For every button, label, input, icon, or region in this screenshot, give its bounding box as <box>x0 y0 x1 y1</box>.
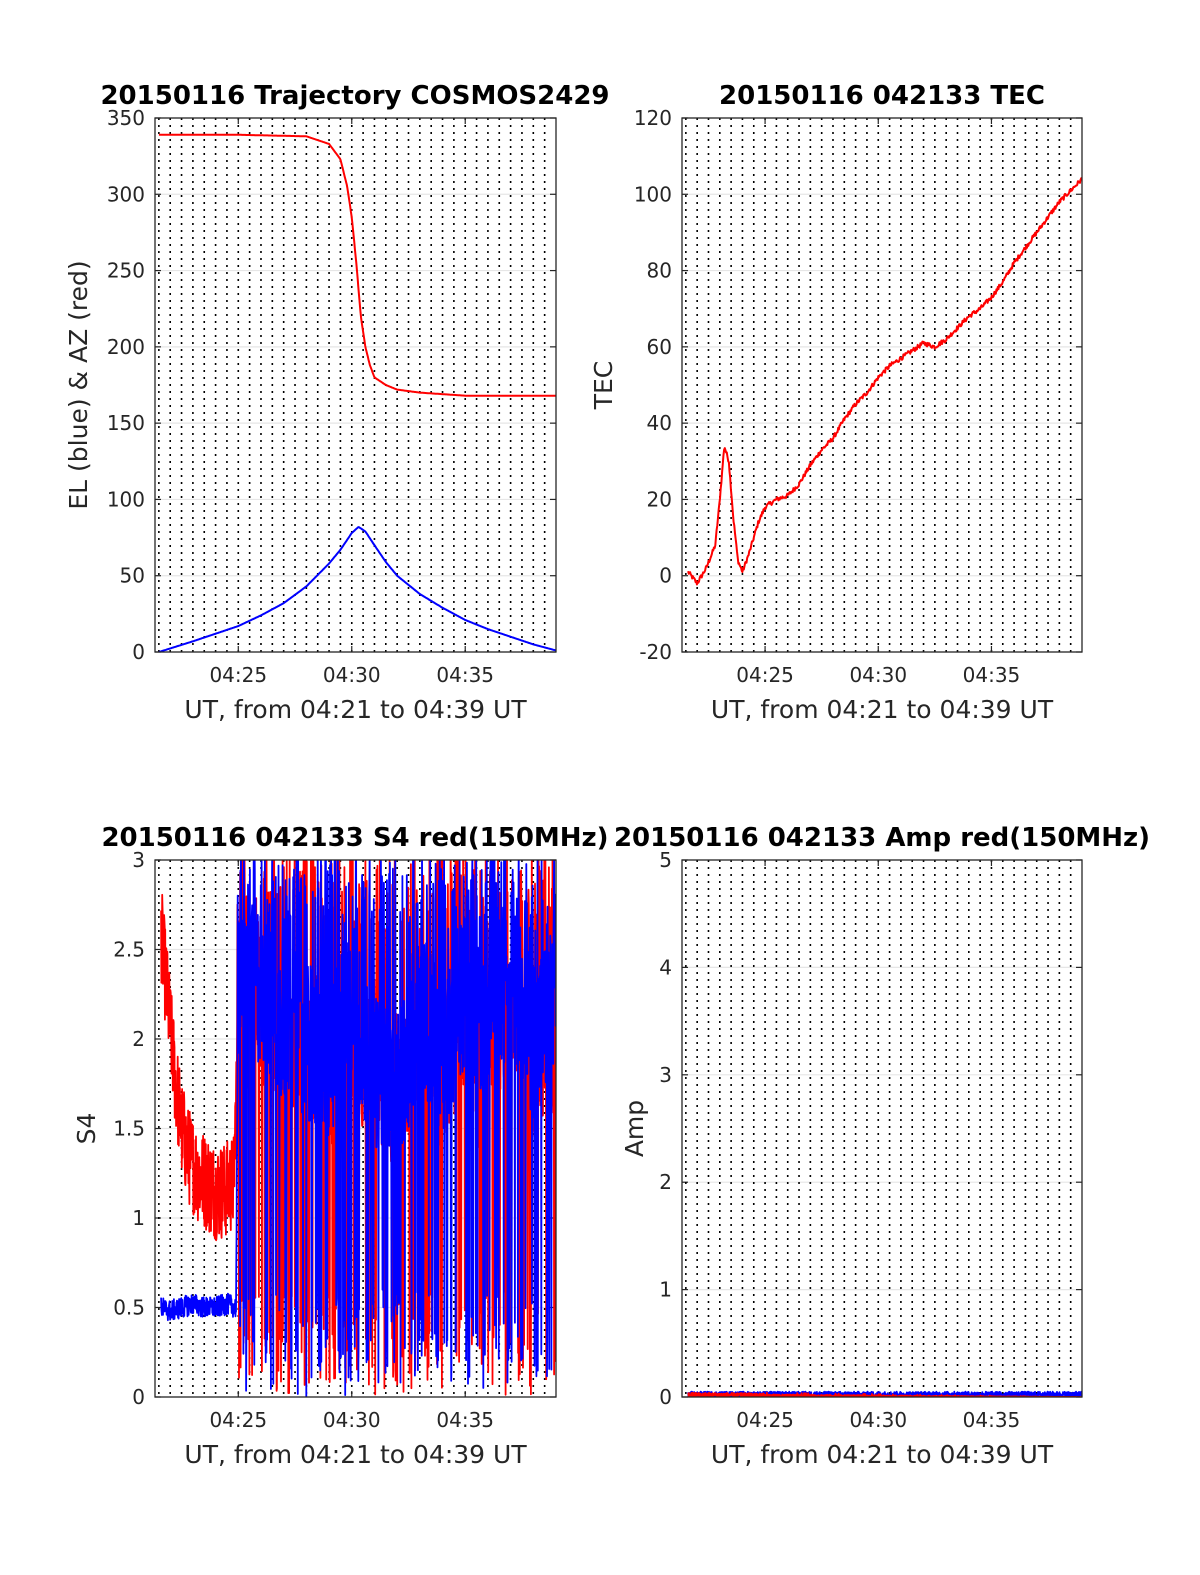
y-tick-label: 100 <box>107 487 145 511</box>
y-tick-label: 50 <box>120 564 145 588</box>
panel-3: 0 0.5 1 1.5 2 2.5 3 04:25 04:30 04:35 20150116 042… <box>72 823 609 1469</box>
x-tick-label: 04:35 <box>436 1408 494 1432</box>
y-tick-label: 150 <box>107 411 145 435</box>
series-group <box>160 860 556 1397</box>
x-axis-label: UT, from 04:21 to 04:39 UT <box>184 695 527 724</box>
series-line-1 <box>687 177 1082 586</box>
panel-1: 0 50 100 150 200 250 300 350 04:25 04:30 04:35 2015… <box>64 81 610 724</box>
y-tick-label: 60 <box>647 335 672 359</box>
y-axis-label: S4 <box>72 1113 101 1145</box>
axes-frame <box>154 117 557 653</box>
y-tick-label: 2 <box>132 1027 145 1051</box>
x-tick-label: 04:25 <box>209 663 267 687</box>
axes-frame <box>154 859 557 1398</box>
y-axis-label: EL (blue) & AZ (red) <box>64 260 93 509</box>
x-axis-label: UT, from 04:21 to 04:39 UT <box>711 1440 1054 1469</box>
y-tick-label: 80 <box>647 259 672 283</box>
x-tick-label: 04:30 <box>323 663 381 687</box>
y-tick-label: 20 <box>647 487 672 511</box>
y-tick-label: 350 <box>107 106 145 130</box>
x-tick-label: 04:35 <box>963 1408 1021 1432</box>
panel-2: -20 0 20 40 60 80 100 120 04:25 04:30 04:35 2015011… <box>589 81 1083 724</box>
series-line-2 <box>158 526 556 652</box>
series-group <box>687 1390 1082 1397</box>
x-tick-label: 04:30 <box>849 663 907 687</box>
y-tick-label: 3 <box>132 848 145 872</box>
y-tick-label: 200 <box>107 335 145 359</box>
x-tick-label: 04:35 <box>963 663 1021 687</box>
y-tick-label: 1.5 <box>113 1117 145 1141</box>
series-group <box>158 133 556 652</box>
x-tick-label: 04:25 <box>209 1408 267 1432</box>
chart-title: 20150116 042133 S4 red(150MHz) <box>101 823 608 853</box>
x-axis-label: UT, from 04:21 to 04:39 UT <box>711 695 1054 724</box>
y-tick-label: 0.5 <box>113 1296 145 1320</box>
series-group <box>687 177 1082 586</box>
x-tick-label: 04:30 <box>849 1408 907 1432</box>
plot-area <box>155 118 556 652</box>
plot-area <box>682 118 1082 652</box>
chart-title: 20150116 042133 TEC <box>719 81 1045 111</box>
y-tick-label: 0 <box>659 564 672 588</box>
y-tick-label: 1 <box>659 1278 672 1302</box>
x-tick-label: 04:35 <box>436 663 494 687</box>
chart-title: 20150116 Trajectory COSMOS2429 <box>100 81 609 111</box>
y-tick-label: 40 <box>647 411 672 435</box>
y-tick-label: 0 <box>659 1385 672 1409</box>
y-axis-label: TEC <box>589 361 618 411</box>
panel-4: 0 1 2 3 4 5 04:25 04:30 04:35 20150116 042133 Amp… <box>614 823 1150 1469</box>
y-tick-label: 300 <box>107 182 145 206</box>
y-tick-label: 100 <box>634 182 672 206</box>
x-axis-label: UT, from 04:21 to 04:39 UT <box>184 1440 527 1469</box>
series-line-1 <box>158 133 556 397</box>
y-tick-label: 2.5 <box>113 938 145 962</box>
y-tick-label: 5 <box>659 848 672 872</box>
y-axis-label: Amp <box>620 1100 649 1157</box>
y-tick-label: 0 <box>132 640 145 664</box>
series-line-2 <box>160 860 556 1397</box>
x-tick-label: 04:25 <box>736 663 794 687</box>
x-tick-label: 04:25 <box>736 1408 794 1432</box>
y-tick-label: 250 <box>107 259 145 283</box>
y-tick-label: 0 <box>132 1385 145 1409</box>
axes-frame <box>681 859 1083 1398</box>
axes-frame <box>681 117 1083 653</box>
y-tick-label: 120 <box>634 106 672 130</box>
plot-area <box>682 860 1082 1397</box>
y-tick-label: 3 <box>659 1063 672 1087</box>
y-tick-label: 4 <box>659 955 672 979</box>
y-tick-label: 1 <box>132 1206 145 1230</box>
y-tick-label: 2 <box>659 1170 672 1194</box>
x-tick-label: 04:30 <box>323 1408 381 1432</box>
chart-title: 20150116 042133 Amp red(150MHz) <box>614 823 1150 853</box>
y-tick-label: -20 <box>639 640 672 664</box>
